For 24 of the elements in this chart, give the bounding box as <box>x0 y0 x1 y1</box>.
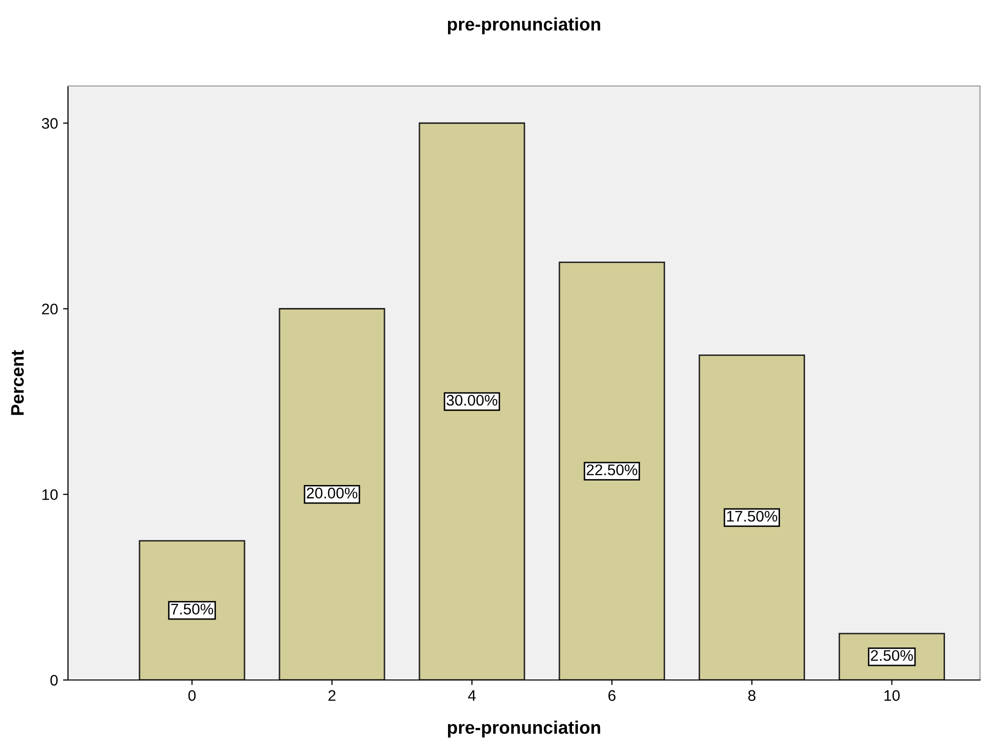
x-tick-label: 6 <box>608 690 616 701</box>
x-tick-label: 2 <box>328 690 336 701</box>
bar <box>418 122 526 680</box>
chart-title: pre-pronunciation <box>448 17 600 34</box>
x-tick-label: 0 <box>188 690 196 701</box>
data-label: 22.50% <box>586 464 638 476</box>
bar <box>278 308 386 680</box>
data-label: 30.00% <box>446 394 498 406</box>
data-label: 7.50% <box>171 604 214 614</box>
data-label: 17.50% <box>727 510 778 522</box>
bar <box>558 262 666 680</box>
x-tick-label: 10 <box>884 690 900 701</box>
y-tick-label: 20 <box>42 304 58 314</box>
y-tick-label: 10 <box>42 489 58 500</box>
bar <box>138 540 246 680</box>
data-label: 2.50% <box>870 650 913 661</box>
x-tick-label: 4 <box>468 690 476 701</box>
bar <box>698 354 806 680</box>
y-tick-label: 0 <box>50 674 58 686</box>
y-axis-title: Percent <box>11 350 24 415</box>
x-tick-label: 8 <box>748 690 756 701</box>
data-label: 20.00% <box>306 488 358 498</box>
x-axis-title: pre-pronunciation <box>448 720 600 738</box>
y-tick-label: 30 <box>42 118 58 129</box>
